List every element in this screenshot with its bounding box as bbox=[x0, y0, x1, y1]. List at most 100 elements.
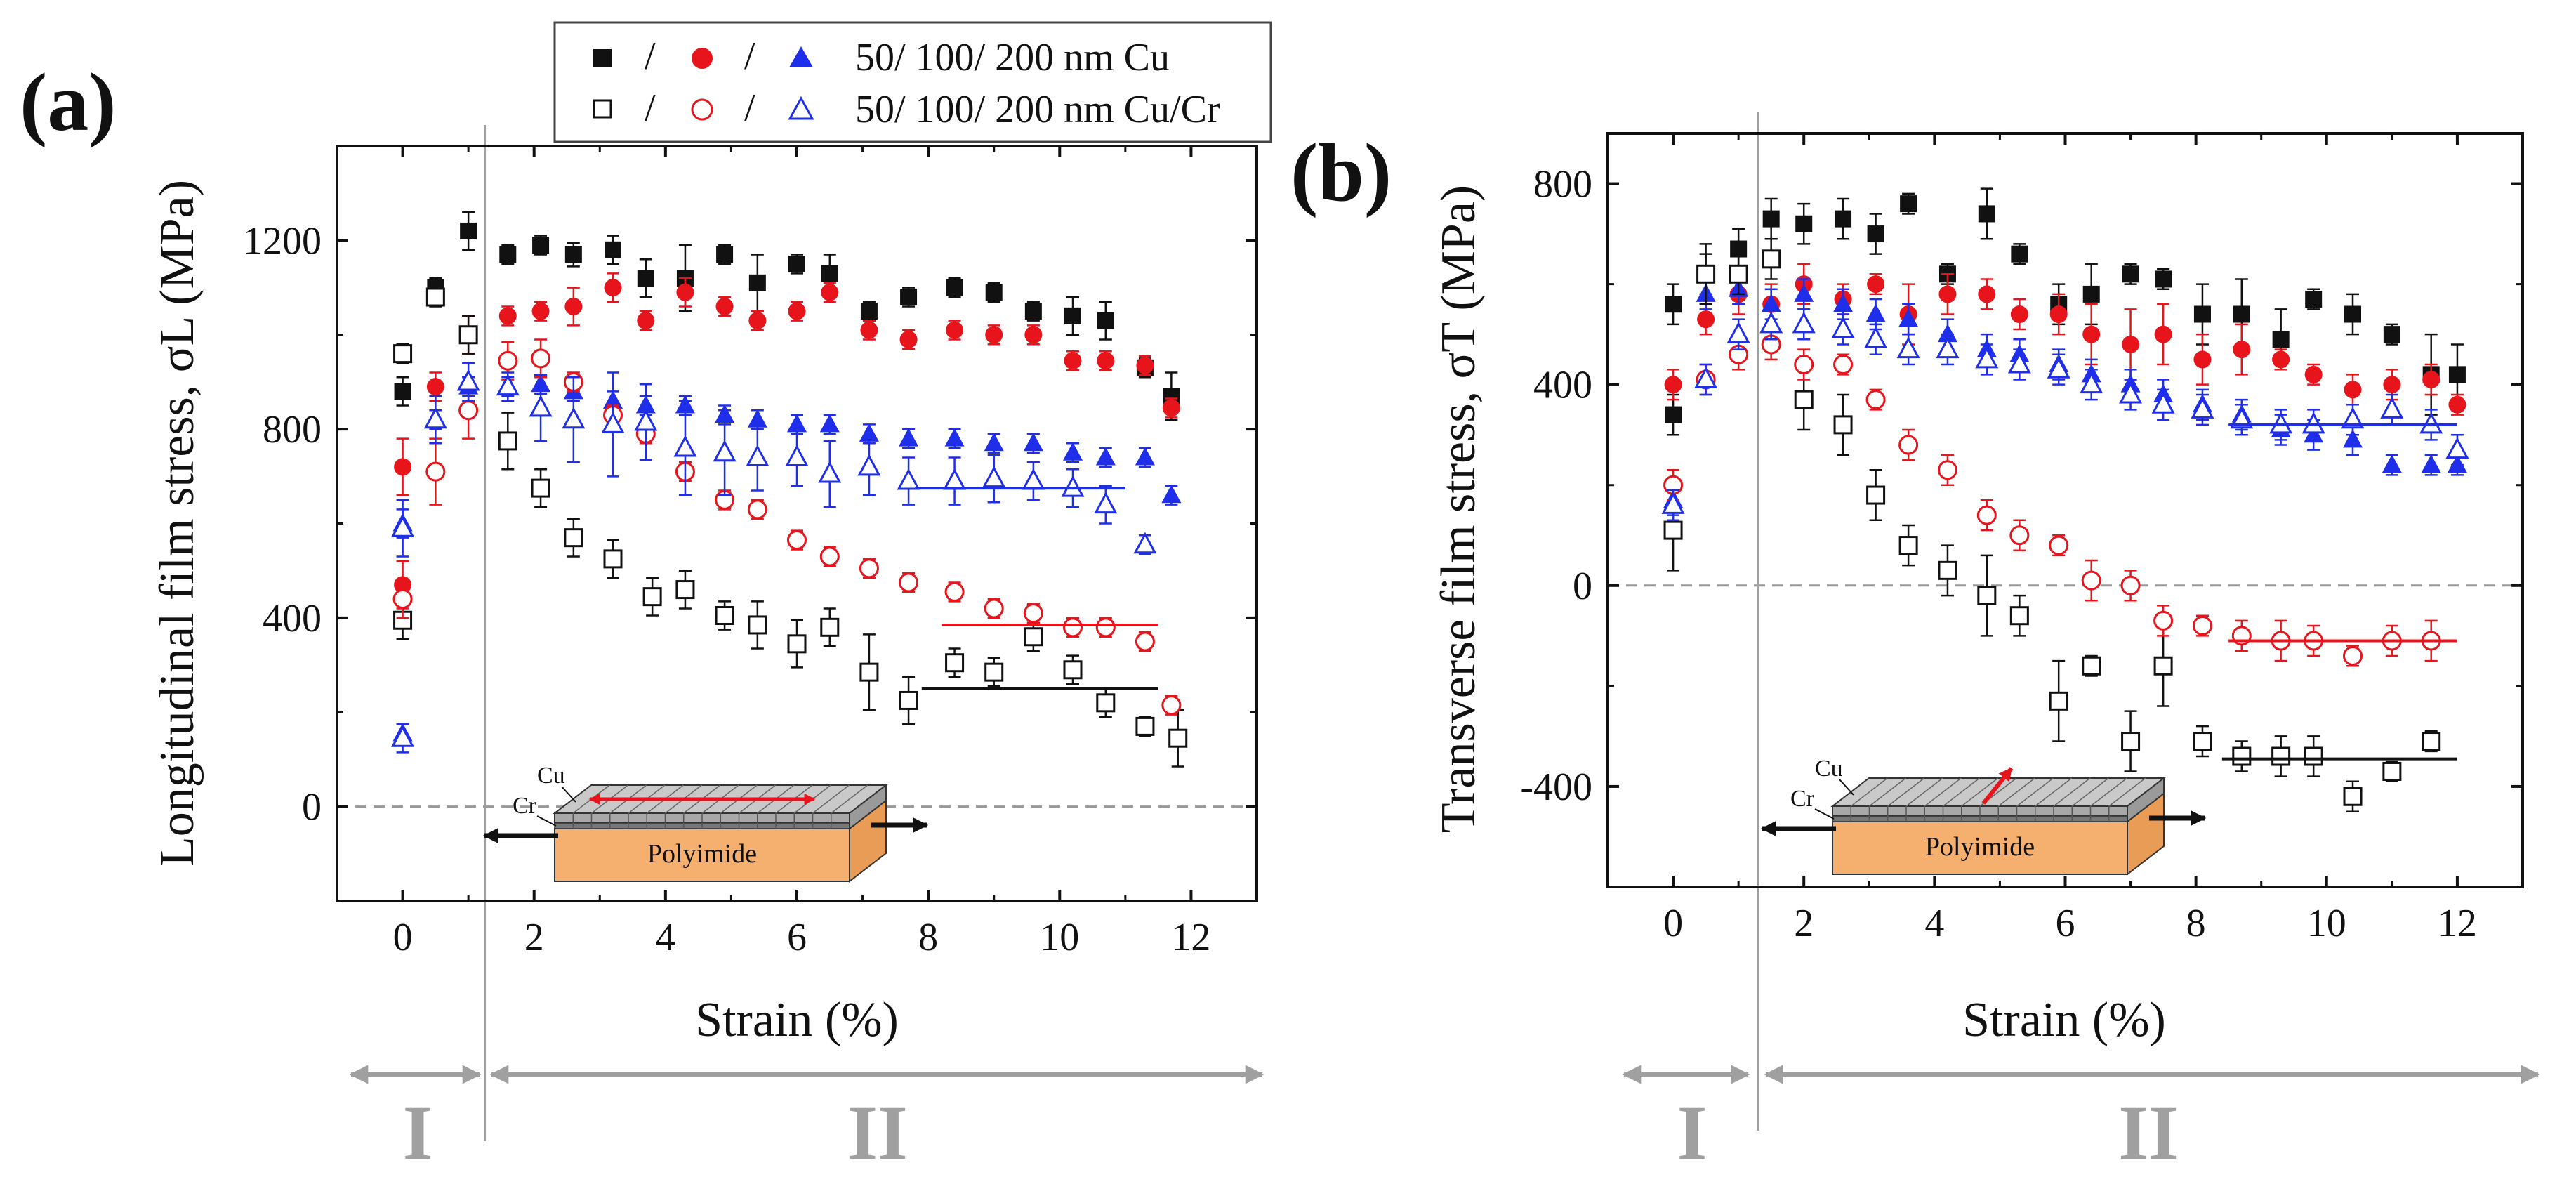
stage-regions: I II I II bbox=[349, 1065, 2540, 1176]
panel-b-data-point bbox=[2380, 397, 2404, 419]
panel-b-data-point bbox=[2422, 732, 2441, 751]
panel-b-data-point bbox=[1975, 346, 1999, 369]
panel-b-grain-boundary bbox=[2108, 777, 2146, 807]
panel-a-x-tick-label: 10 bbox=[1040, 916, 1079, 959]
panel-a-data-point bbox=[392, 589, 413, 609]
panel-b-data-point bbox=[2383, 326, 2400, 343]
panel-a-data-point bbox=[946, 321, 964, 339]
panel-a-data-point bbox=[899, 690, 918, 710]
panel-b-grain-boundary bbox=[2035, 777, 2073, 807]
panel-b-series-100-nm-cu bbox=[1664, 263, 2466, 416]
panel-b-stage-I-label: I bbox=[1677, 1090, 1708, 1176]
panel-b-data-point bbox=[2081, 570, 2101, 591]
panel-a-x-tick-label: 8 bbox=[918, 916, 938, 959]
panel-b-data-point bbox=[1900, 195, 1917, 213]
panel-b-data-point bbox=[2419, 412, 2443, 434]
panel-a-data-point bbox=[498, 307, 517, 325]
panel-a-data-point bbox=[393, 344, 413, 364]
panel-b-grain-boundary bbox=[1850, 777, 1888, 807]
panel-b-data-point bbox=[2382, 454, 2402, 473]
panel-a-data-point bbox=[1064, 352, 1082, 370]
panel-b-data-point bbox=[1898, 308, 1919, 327]
panel-b-data-point bbox=[2122, 265, 2139, 283]
panel-b-label: (b) bbox=[1290, 126, 1392, 218]
panel-b-data-point bbox=[1661, 492, 1685, 514]
panel-a-data-point bbox=[1162, 399, 1180, 417]
panel-a-y-tick-label: 800 bbox=[263, 408, 322, 452]
panel-a-stage-I-label: I bbox=[403, 1090, 433, 1176]
panel-b-data-point bbox=[1833, 415, 1853, 435]
panel-b-data-point bbox=[2082, 325, 2101, 343]
panel-b-data-point bbox=[2122, 335, 2140, 353]
panel-b-data-point bbox=[2232, 746, 2252, 766]
panel-a-x-axis-label: Strain (%) bbox=[695, 993, 899, 1047]
panel-a-data-point bbox=[1135, 716, 1155, 736]
panel-b-data-point bbox=[1865, 303, 1886, 322]
panel-a-data-point bbox=[788, 302, 806, 320]
panel-a-data-point bbox=[673, 435, 697, 457]
panel-b-data-point bbox=[2153, 610, 2174, 631]
panel-a-x-tick-label: 4 bbox=[656, 916, 675, 959]
legend-marker-50nm-cucr bbox=[593, 99, 612, 119]
panel-a-data-point bbox=[391, 725, 415, 747]
panel-b-x-tick-label: 8 bbox=[2186, 902, 2206, 945]
panel-a-data-point bbox=[821, 283, 839, 301]
panel-a-data-point bbox=[857, 454, 881, 476]
panel-b-data-point bbox=[2119, 381, 2143, 404]
panel-b-data-point bbox=[1759, 311, 1783, 334]
panel-b-grain-boundary bbox=[2016, 777, 2054, 807]
legend-separator: / bbox=[744, 86, 755, 130]
panel-a-data-point bbox=[529, 395, 553, 417]
legend-box bbox=[553, 21, 1272, 143]
panel-a-data-point bbox=[531, 302, 550, 320]
panel-b-data-point bbox=[1833, 294, 1854, 312]
panel-a-data-point bbox=[531, 478, 550, 498]
panel-a-data-point bbox=[1133, 532, 1157, 554]
panel-b-data-point bbox=[1938, 560, 1957, 580]
panel-a-data-point bbox=[393, 610, 413, 630]
panel-b-data-point bbox=[2049, 535, 2069, 555]
panel-b-data-point bbox=[1898, 435, 1919, 455]
panel-a-data-point bbox=[458, 325, 478, 345]
panel-b-x-tick-label: 4 bbox=[1924, 902, 1944, 945]
panel-a-data-point bbox=[900, 289, 918, 305]
panel-a-data-point bbox=[531, 348, 551, 369]
panel-b-y-tick-label: 0 bbox=[1573, 565, 1592, 608]
panel-a-data-point bbox=[634, 409, 658, 431]
panel-a-data-point bbox=[899, 428, 919, 447]
panel-a-data-point bbox=[496, 374, 520, 396]
panel-a-data-point bbox=[637, 270, 654, 287]
panel-b-grain-boundary bbox=[1943, 777, 1980, 807]
panel-a-data-point bbox=[675, 580, 695, 600]
panel-a-data-point bbox=[637, 312, 655, 330]
panel-a-points bbox=[391, 211, 1188, 768]
panel-a-data-point bbox=[819, 546, 840, 567]
legend-separator: / bbox=[645, 34, 656, 78]
panel-a-data-point bbox=[423, 407, 447, 429]
panel-a-data-point bbox=[820, 617, 840, 637]
panel-b-data-point bbox=[1864, 327, 1888, 348]
panel-b-schematic-cr-label: Cr bbox=[1790, 786, 1815, 812]
panel-a-data-point bbox=[460, 222, 477, 239]
panel-b-data-point bbox=[2304, 746, 2323, 766]
panel-b-data-point bbox=[1937, 324, 1957, 343]
panel-b-data-point bbox=[2080, 371, 2103, 394]
panel-a-data-point bbox=[785, 445, 809, 466]
panel-a-data-point bbox=[458, 400, 479, 421]
panel-b-data-point bbox=[1664, 376, 1682, 394]
panel-b-data-point bbox=[2010, 305, 2028, 324]
panel-b-data-point bbox=[2383, 376, 2401, 394]
panel-a-data-point bbox=[1097, 352, 1115, 370]
panel-a-data-point bbox=[1135, 631, 1155, 652]
panel-b-data-point bbox=[1977, 586, 1997, 605]
legend-marker-100nm-cu bbox=[692, 48, 713, 69]
panel-a-data-point bbox=[899, 572, 919, 593]
panel-a-data-point bbox=[821, 265, 838, 282]
legend-marker-100nm-cucr bbox=[691, 98, 713, 121]
panel-b-data-point bbox=[2305, 291, 2323, 308]
panel-a-data-point bbox=[498, 350, 518, 371]
panel-a-data-point bbox=[860, 303, 878, 320]
panel-a-schematic-cr-label: Cr bbox=[513, 793, 537, 819]
panel-a-data-point bbox=[425, 461, 446, 482]
panel-a-data-point bbox=[1024, 303, 1042, 320]
